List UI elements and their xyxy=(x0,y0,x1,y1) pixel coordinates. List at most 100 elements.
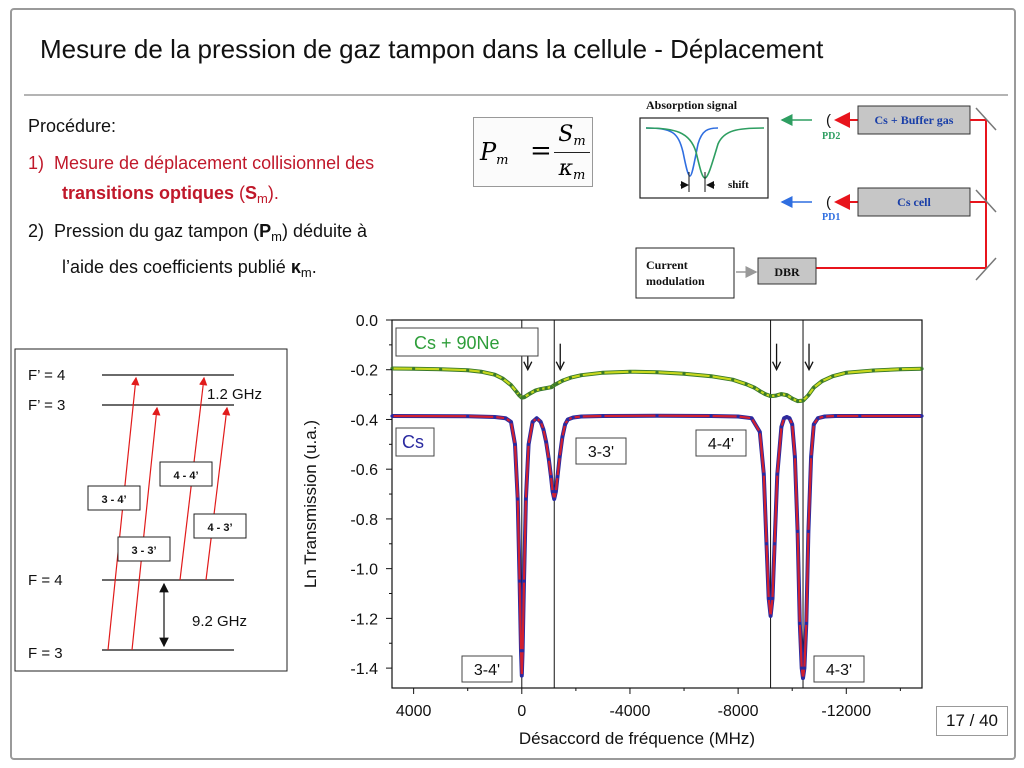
y-tick-label-2: -0.4 xyxy=(350,412,378,429)
item-2-subscript: m xyxy=(271,229,282,244)
pd1-label: PD1 xyxy=(822,212,840,223)
series-1-point-33 xyxy=(709,414,713,418)
upper-splitting-label: 1.2 GHz xyxy=(207,386,262,403)
series-1-point-59 xyxy=(816,416,820,420)
series-1-point-38 xyxy=(764,542,769,546)
series-1-point-22 xyxy=(552,497,556,501)
y-tick-label-5: -1.0 xyxy=(350,562,378,579)
annotation-3-4: 3-4' xyxy=(474,662,500,679)
series-1-point-53 xyxy=(801,676,805,680)
ground-splitting-label: 9.2 GHz xyxy=(192,613,247,630)
series-0-point-45 xyxy=(898,367,902,371)
series-0-point-7 xyxy=(509,383,513,387)
series-1-point-32 xyxy=(655,414,659,418)
formula-fraction: Sm κm xyxy=(554,122,590,183)
series-1-point-41 xyxy=(770,596,775,601)
transition-arrow-3-3 xyxy=(131,406,161,651)
series-0-point-30 xyxy=(758,389,762,393)
slide-title: Mesure de la pression de gaz tampon dans… xyxy=(40,34,824,64)
series-1-point-55 xyxy=(804,621,808,625)
series-0-point-35 xyxy=(785,393,789,397)
level-f-3: F = 3 xyxy=(28,645,63,662)
series-0-point-21 xyxy=(579,373,583,377)
series-1-point-50 xyxy=(796,529,800,533)
y-axis-label: Ln Transmission (u.a.) xyxy=(301,420,320,588)
procedure-item-1: 1) Mesure de déplacement collisionnel des… xyxy=(28,148,374,214)
series-1-point-3 xyxy=(503,416,508,420)
series-0-point-1 xyxy=(412,367,416,371)
transition-label-4-4: 4 - 4’ xyxy=(173,470,198,482)
series-0-point-13 xyxy=(533,389,537,393)
x-tick-label-4: -12000 xyxy=(821,703,871,720)
mirror-bottom xyxy=(975,257,997,281)
dip-arrow-head-2 xyxy=(771,361,782,372)
photodiode-2-icon: ( xyxy=(826,112,831,129)
item-1-symbol: S xyxy=(245,183,258,203)
item-1-paren-open: ( xyxy=(234,183,246,203)
item-2-text-a: Pression du gaz tampon ( xyxy=(54,221,260,241)
series-1-point-44 xyxy=(779,425,783,429)
legend-cs: Cs xyxy=(402,432,424,452)
item-2-text-b: ) déduite à xyxy=(281,221,368,241)
fraction-bar xyxy=(554,152,590,153)
series-1-point-0 xyxy=(390,414,394,418)
series-0-point-42 xyxy=(831,374,835,378)
series-1-point-56 xyxy=(806,529,811,533)
series-1-point-11 xyxy=(522,579,526,583)
series-1-point-15 xyxy=(535,416,539,420)
series-0-point-39 xyxy=(806,393,811,397)
y-tick-label-4: -0.8 xyxy=(350,512,378,529)
dbr-label: DBR xyxy=(774,265,800,279)
item-2-symbol: P xyxy=(259,221,272,241)
series-1-point-23 xyxy=(554,489,558,494)
x-tick-label-0: 4000 xyxy=(396,703,432,720)
item-1-bold: transitions optiques xyxy=(62,183,235,203)
series-0-point-22 xyxy=(601,371,605,375)
item-2-line-2: l’aide des coefficients publié xyxy=(62,257,291,277)
formula-lhs: Pm xyxy=(480,138,509,168)
series-0-point-27 xyxy=(731,378,735,382)
current-modulation-line-1: Current xyxy=(646,258,688,272)
series-1-point-25 xyxy=(558,455,562,459)
item-2-number: 2) xyxy=(28,221,45,241)
mirror-top xyxy=(975,107,997,131)
item-1-line-1: Mesure de déplacement collisionnel des xyxy=(54,153,375,173)
series-0-point-11 xyxy=(522,395,527,399)
level-diagram-frame xyxy=(14,348,288,672)
series-1-point-10 xyxy=(521,649,525,653)
series-0-point-25 xyxy=(682,372,686,376)
series-0-point-41 xyxy=(820,379,824,383)
setup-schematic: Absorption signal shift ( ( PD2 PD1 Cs +… xyxy=(635,98,997,299)
series-0-point-28 xyxy=(744,382,748,386)
plot-frame xyxy=(391,319,923,689)
transition-box-4-4 xyxy=(159,461,213,487)
series-0-point-12 xyxy=(528,392,532,396)
series-0-point-4 xyxy=(479,370,483,374)
series-1-point-43 xyxy=(775,472,779,476)
series-0-point-17 xyxy=(552,383,556,387)
series-0-point-33 xyxy=(774,393,778,398)
x-axis-label: Désaccord de fréquence (MHz) xyxy=(519,729,755,748)
transition-arrow-3-4 xyxy=(107,376,140,651)
series-0-point-36 xyxy=(790,396,794,401)
item-1-number: 1) xyxy=(28,153,45,173)
series-1-point-45 xyxy=(782,416,786,420)
series-0-point-2 xyxy=(439,367,443,371)
item-2-kappa: κ xyxy=(290,257,301,277)
series-0-point-24 xyxy=(655,370,659,374)
series-1-point-28 xyxy=(566,417,570,422)
series-0-point-18 xyxy=(555,382,559,386)
series-0-point-37 xyxy=(796,399,800,403)
series-0-point-29 xyxy=(752,386,756,390)
series-1-point-24 xyxy=(555,475,560,479)
series-1-point-61 xyxy=(833,414,838,418)
series-1-point-42 xyxy=(773,542,777,546)
series-0-point-5 xyxy=(493,373,497,377)
series-1-point-12 xyxy=(524,497,528,501)
transition-box-4-3 xyxy=(193,513,247,539)
series-0-point-16 xyxy=(549,385,554,389)
absorption-signal-label: Absorption signal xyxy=(646,98,738,112)
series-1-point-19 xyxy=(547,457,551,461)
procedure-heading: Procédure: xyxy=(28,116,117,136)
cs-cell-box xyxy=(857,187,971,217)
